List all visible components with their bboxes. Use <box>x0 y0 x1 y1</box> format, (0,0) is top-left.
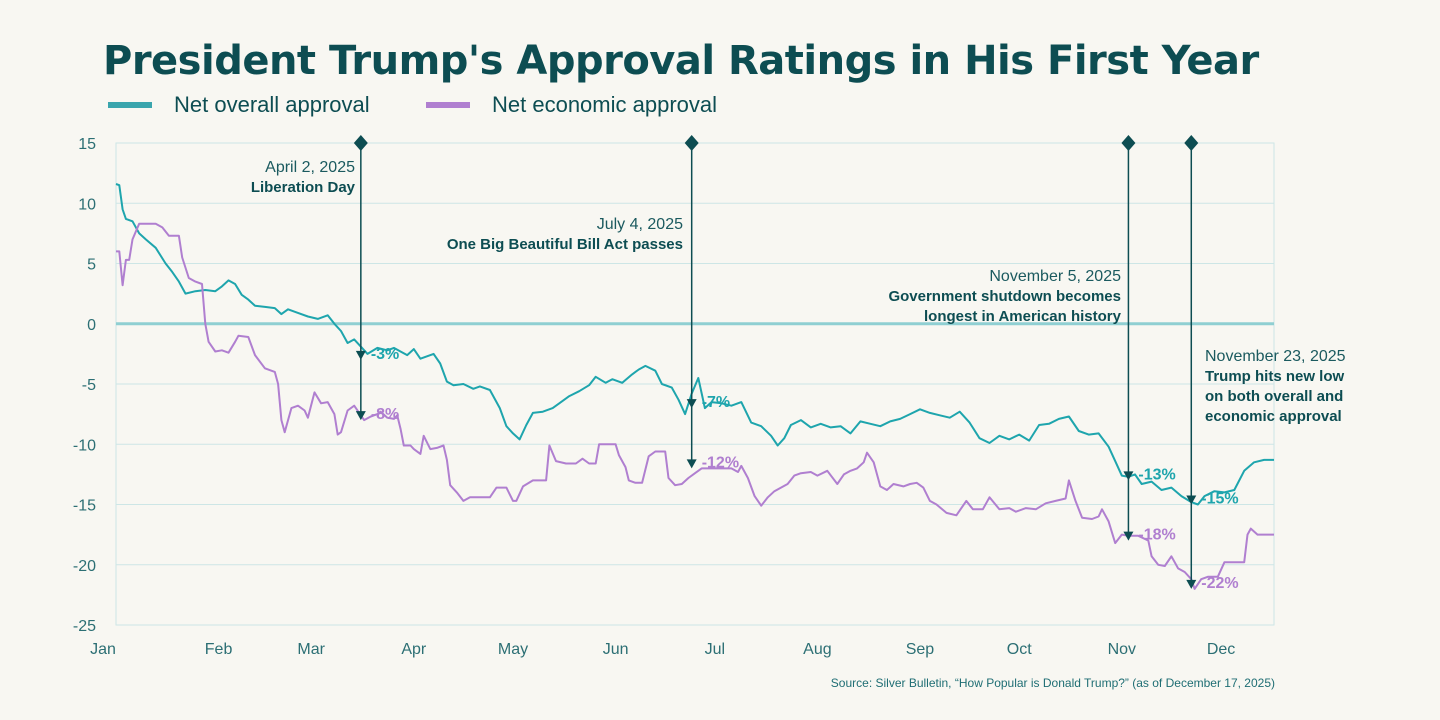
x-tick-label: Mar <box>297 641 325 658</box>
annotation-arrow <box>1123 531 1134 541</box>
y-tick-label: 0 <box>87 317 96 334</box>
legend-item-overall: Net overall approval <box>108 92 370 118</box>
legend-label-economic: Net economic approval <box>492 92 718 117</box>
annotation-label: economic approval <box>1205 408 1342 425</box>
chart-title: President Trump's Approval Ratings in Hi… <box>103 38 1259 84</box>
x-tick-label: Feb <box>205 641 233 658</box>
annotation-diamond <box>1184 135 1199 151</box>
annotation-arrow <box>1186 579 1197 589</box>
value-label-economic: -12% <box>702 454 739 471</box>
value-label-economic: -22% <box>1201 575 1238 592</box>
legend-item-economic: Net economic approval <box>426 92 717 118</box>
x-tick-label: Sep <box>906 641 935 658</box>
x-tick-label: Nov <box>1108 641 1136 658</box>
legend-swatch-overall <box>108 102 152 108</box>
annotation-label: Liberation Day <box>251 179 356 196</box>
y-tick-label: -25 <box>73 618 96 635</box>
value-label-overall: -15% <box>1201 491 1238 508</box>
annotation-arrow <box>1123 471 1134 481</box>
value-label-overall: -7% <box>702 394 730 411</box>
annotation-diamond <box>1121 135 1136 151</box>
value-label-economic: -8% <box>371 406 399 423</box>
annotation-arrow <box>355 411 366 421</box>
annotation-arrow <box>1186 495 1197 505</box>
value-label-overall: -3% <box>371 346 399 363</box>
annotation-arrow <box>686 459 697 469</box>
y-tick-label: 10 <box>78 196 96 213</box>
annotation-label: Government shutdown becomes <box>888 288 1121 305</box>
y-tick-label: 15 <box>78 136 96 153</box>
annotation-diamond <box>353 135 368 151</box>
annotation-arrow <box>355 350 366 360</box>
x-tick-label: Aug <box>803 641 831 658</box>
annotation-date: November 5, 2025 <box>989 268 1121 285</box>
x-tick-label: Apr <box>401 641 427 658</box>
x-tick-label: Oct <box>1007 641 1032 658</box>
annotation-date: July 4, 2025 <box>597 216 683 233</box>
annotation-label: One Big Beautiful Bill Act passes <box>447 236 683 253</box>
x-tick-label: Dec <box>1207 641 1235 658</box>
annotation-label: Trump hits new low <box>1205 368 1345 385</box>
series-line-overall <box>115 183 1274 506</box>
y-tick-label: -20 <box>73 558 96 575</box>
legend-swatch-economic <box>426 102 470 108</box>
value-label-economic: -18% <box>1138 527 1175 544</box>
annotation-date: November 23, 2025 <box>1205 348 1346 365</box>
legend-label-overall: Net overall approval <box>174 92 370 117</box>
y-tick-label: -10 <box>73 437 96 454</box>
y-tick-label: 5 <box>87 257 96 274</box>
y-tick-label: -5 <box>82 377 96 394</box>
x-tick-label: Jun <box>603 641 629 658</box>
x-tick-label: Jan <box>90 641 116 658</box>
annotation-diamond <box>684 135 699 151</box>
annotation-arrow <box>686 399 697 409</box>
source-note: Source: Silver Bulletin, “How Popular is… <box>830 676 1275 690</box>
x-tick-label: May <box>498 641 528 658</box>
annotation-date: April 2, 2025 <box>265 159 355 176</box>
y-tick-label: -15 <box>73 498 96 515</box>
series-line-economic <box>116 222 1274 590</box>
annotation-label: longest in American history <box>924 308 1122 325</box>
x-tick-label: Jul <box>705 641 725 658</box>
value-label-overall: -13% <box>1138 466 1175 483</box>
annotation-label: on both overall and <box>1205 388 1343 405</box>
